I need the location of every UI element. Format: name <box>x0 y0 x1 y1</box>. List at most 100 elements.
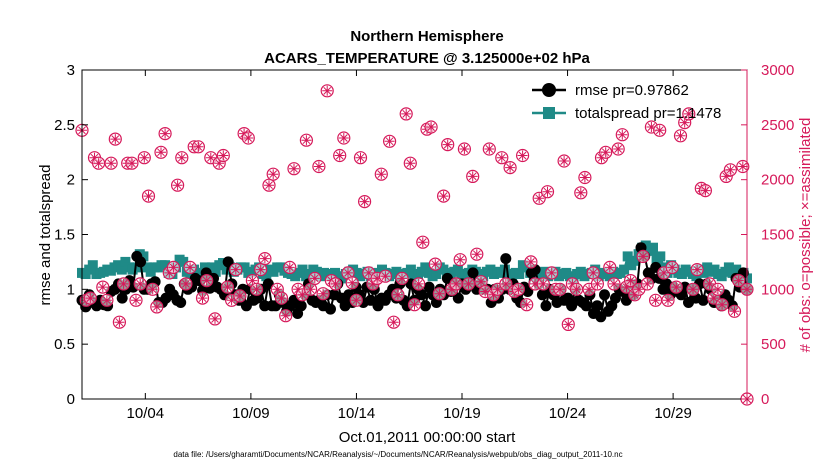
obs-count-point <box>669 280 683 294</box>
obs-count-point <box>723 163 738 177</box>
y-left-tick-label: 0 <box>67 391 75 408</box>
y-right-tick-label: 3000 <box>761 62 794 79</box>
obs-count-point <box>441 138 455 152</box>
y-axis-left-label: rmse and totalspread <box>37 165 54 306</box>
obs-assimilated-star <box>380 271 391 282</box>
obs-assimilated-star <box>118 278 129 289</box>
obs-assimilated-star <box>201 275 212 286</box>
obs-count-point <box>387 315 401 329</box>
obs-assimilated-star <box>455 254 466 265</box>
obs-assimilated-star <box>725 164 736 175</box>
obs-count-point <box>499 277 513 291</box>
y-right-tick-label: 1000 <box>761 281 794 298</box>
obs-count-point <box>129 293 143 307</box>
x-tick-label: 10/19 <box>443 405 481 422</box>
obs-assimilated-star <box>492 284 503 295</box>
rmse-point <box>452 292 464 304</box>
obs-count-point <box>561 317 575 331</box>
y-left-tick-label: 2.5 <box>54 117 75 134</box>
obs-count-point <box>407 298 422 312</box>
obs-count-point <box>358 195 372 209</box>
obs-assimilated-star <box>156 147 166 158</box>
obs-assimilated-star <box>297 289 308 300</box>
obs-assimilated-star <box>218 150 229 161</box>
obs-assimilated-star <box>247 275 258 286</box>
obs-assimilated-star <box>367 278 378 289</box>
obs-count-point <box>495 151 509 165</box>
obs-assimilated-star <box>313 161 324 172</box>
obs-assimilated-star <box>210 313 220 324</box>
obs-assimilated-star <box>534 193 545 204</box>
obs-assimilated-star <box>688 284 698 295</box>
obs-assimilated-star <box>451 278 462 289</box>
obs-count-point <box>146 282 160 296</box>
obs-assimilated-star <box>476 276 486 287</box>
obs-assimilated-star <box>658 267 669 278</box>
obs-assimilated-star <box>126 158 137 169</box>
obs-assimilated-star <box>259 253 270 264</box>
obs-assimilated-star <box>721 171 732 182</box>
obs-assimilated-star <box>330 278 341 289</box>
obs-assimilated-star <box>243 133 254 143</box>
obs-count-point <box>83 291 97 305</box>
obs-count-point <box>266 167 280 181</box>
obs-count-point <box>470 247 484 261</box>
rmse-point <box>500 253 512 265</box>
obs-count-point <box>274 291 289 305</box>
obs-assimilated-star <box>683 108 694 119</box>
obs-assimilated-star <box>176 152 187 163</box>
obs-count-point <box>536 277 550 291</box>
obs-count-point <box>383 134 397 148</box>
obs-count-point <box>154 145 168 159</box>
y-right-tick-label: 2000 <box>761 172 794 189</box>
obs-assimilated-star <box>168 262 179 273</box>
obs-count-point <box>312 159 326 174</box>
obs-count-point <box>457 142 471 156</box>
obs-count-point <box>395 271 409 285</box>
obs-assimilated-star <box>517 150 528 161</box>
totalspread-point <box>691 271 702 282</box>
obs-count-point <box>241 131 255 145</box>
obs-assimilated-star <box>712 284 723 295</box>
obs-count-point <box>208 312 222 326</box>
obs-count-point <box>553 282 567 296</box>
obs-count-point <box>607 277 621 291</box>
obs-assimilated-star <box>704 278 715 289</box>
totalspread-point <box>648 242 658 253</box>
obs-count-point <box>308 271 322 285</box>
obs-count-point <box>711 282 725 296</box>
obs-count-point <box>183 260 197 274</box>
obs-assimilated-star <box>621 282 632 293</box>
y-left-tick-label: 0.5 <box>54 336 75 353</box>
obs-assimilated-star <box>613 144 624 154</box>
obs-assimilated-star <box>417 237 428 248</box>
totalspread-point <box>138 251 149 262</box>
x-tick-label: 10/24 <box>549 405 587 422</box>
obs-count-point <box>374 167 388 181</box>
obs-count-point <box>524 255 538 269</box>
obs-assimilated-star <box>401 108 412 119</box>
plot-area <box>75 84 754 406</box>
obs-count-point <box>179 277 193 291</box>
x-tick-label: 10/29 <box>654 405 692 422</box>
obs-count-point <box>262 178 276 192</box>
obs-count-point <box>569 282 584 296</box>
obs-count-point <box>195 291 210 305</box>
y-right-tick-label: 500 <box>761 336 786 353</box>
obs-count-point <box>698 184 713 198</box>
obs-assimilated-star <box>347 277 358 288</box>
obs-assimilated-star <box>85 293 96 304</box>
totalspread-point <box>160 260 171 271</box>
y-left-tick-label: 2 <box>67 172 75 189</box>
obs-assimilated-star <box>459 144 470 154</box>
obs-assimilated-star <box>629 289 640 300</box>
obs-assimilated-star <box>579 172 590 183</box>
obs-count-point <box>653 123 667 137</box>
obs-assimilated-star <box>463 278 474 289</box>
totalspread-point <box>87 260 98 271</box>
obs-assimilated-star <box>272 284 283 295</box>
totalspread-point <box>698 267 709 278</box>
obs-count-point <box>736 159 750 174</box>
chart-subtitle: ACARS_TEMPERATURE @ 3.125000e+02 hPa <box>264 50 590 67</box>
